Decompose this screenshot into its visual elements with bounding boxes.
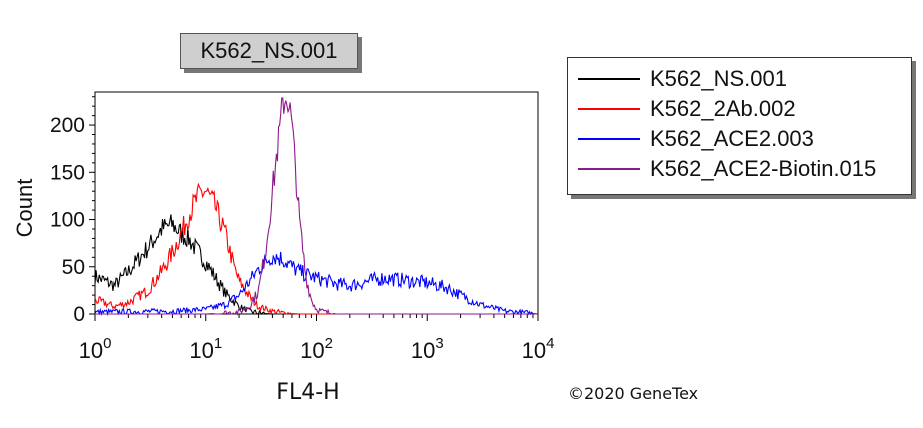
x-axis-label: FL4-H [276, 380, 340, 405]
y-axis-label: Count [12, 178, 37, 238]
legend-item: K562_ACE2.003 [578, 125, 814, 153]
y-axis: 0 50 100 150 200 [50, 96, 95, 326]
y-tick-label: 150 [50, 161, 85, 184]
y-tick-label: 100 [50, 209, 85, 232]
x-axis: 100 101 102 103 104 [79, 314, 555, 363]
copyright-text: ©2020 GeneTex [568, 384, 699, 403]
x-tick-label: 103 [411, 335, 444, 363]
x-tick-exponent: 4 [546, 335, 554, 352]
chart-title: K562_NS.001 [200, 38, 338, 63]
y-tick-label: 200 [50, 114, 85, 137]
y-tick-label: 0 [73, 303, 85, 326]
series-line-2 [94, 251, 539, 317]
legend-item: K562_2Ab.002 [578, 95, 796, 123]
x-tick-exponent: 2 [325, 335, 333, 352]
legend-label: K562_NS.001 [650, 66, 787, 91]
series-line-3 [95, 97, 538, 316]
series-line-1 [94, 182, 538, 316]
legend-item: K562_ACE2-Biotin.015 [578, 155, 876, 183]
legend-item: K562_NS.001 [578, 65, 787, 93]
x-tick-exponent: 1 [214, 335, 222, 352]
legend-swatch [578, 78, 640, 80]
x-tick-label: 102 [300, 335, 333, 363]
series-line-0 [94, 214, 538, 315]
legend-label: K562_ACE2.003 [650, 126, 814, 151]
legend-swatch [578, 108, 640, 110]
y-tick-label: 50 [62, 256, 85, 279]
legend-label: K562_ACE2-Biotin.015 [650, 156, 877, 181]
x-tick-label: 104 [522, 335, 555, 363]
x-tick-exponent: 3 [435, 335, 443, 352]
series-layer [94, 97, 539, 317]
x-tick-label: 100 [79, 335, 112, 363]
legend-swatch [578, 138, 640, 140]
legend-swatch [578, 168, 640, 170]
chart-title-box: K562_NS.001 [180, 33, 358, 69]
legend: K562_NS.001 K562_2Ab.002 K562_ACE2.003 K… [567, 57, 912, 195]
plot-frame [94, 91, 539, 315]
legend-label: K562_2Ab.002 [650, 96, 796, 121]
x-tick-exponent: 0 [103, 335, 111, 352]
x-tick-label: 101 [189, 335, 222, 363]
